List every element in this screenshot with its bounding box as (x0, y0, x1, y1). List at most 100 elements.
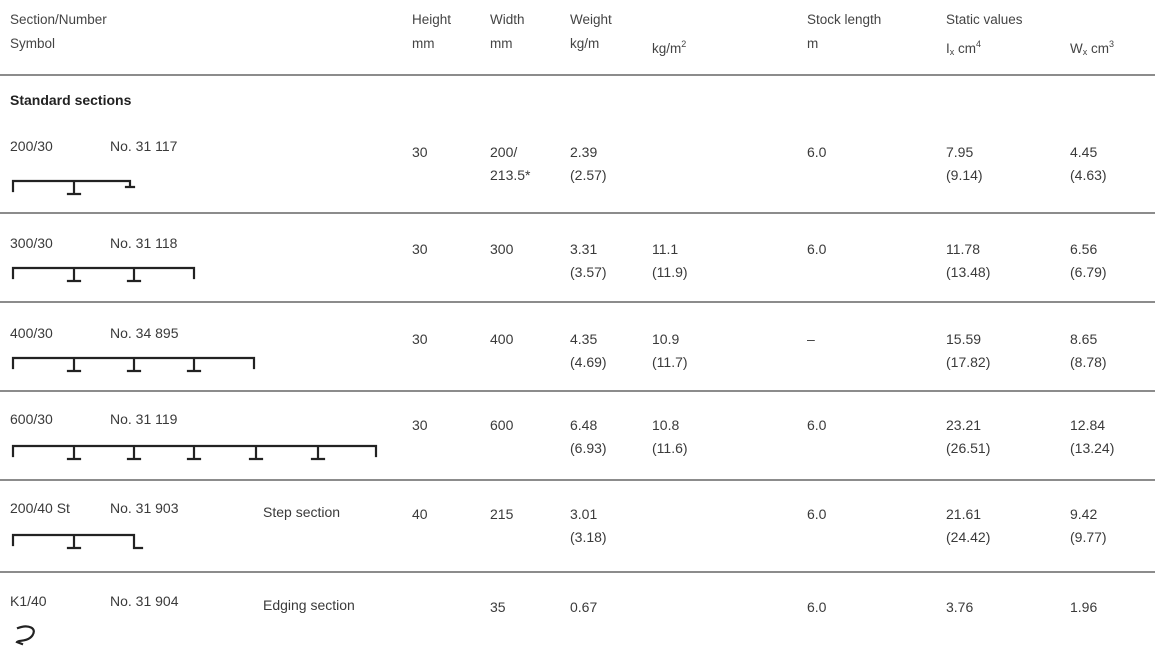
header-static-values: Static values Ix cm4 (946, 8, 1023, 64)
row-weight-kgm-alt: (3.57) (570, 264, 607, 280)
row-wx: 1.96 (1070, 599, 1098, 615)
row-weight-kgm-alt: (6.93) (570, 440, 607, 456)
header-ix: Ix cm4 (946, 32, 1023, 64)
row-weight-kgm: 0.67 (570, 599, 598, 615)
row-ix: 3.76 (946, 599, 974, 615)
header-symbol-label: Symbol (10, 36, 56, 51)
row-stock-length: 6.0 (807, 241, 827, 257)
row-width-alt: 213.5* (490, 167, 531, 183)
header-weight-per-area: kg/m2 (652, 32, 686, 61)
row-wx-alt: (8.78) (1070, 354, 1107, 370)
row-divider (0, 390, 1155, 392)
header-section-label: Section/Number (10, 12, 107, 27)
row-height: 30 (412, 417, 428, 433)
wx-exponent: 3 (1109, 39, 1115, 49)
row-weight-kgm: 3.31 (570, 241, 598, 257)
header-width: Width mm (490, 8, 525, 56)
row-ix-alt: (13.48) (946, 264, 991, 280)
row-width: 35 (490, 599, 506, 615)
row-number: No. 31 119 (110, 411, 178, 427)
row-height: 30 (412, 331, 428, 347)
row-ix: 23.21 (946, 417, 982, 433)
row-width: 300 (490, 241, 514, 257)
row-width: 200/ (490, 144, 518, 160)
row-height: 30 (412, 144, 428, 160)
200-profile-symbol (11, 179, 136, 196)
row-weight-kgm: 6.48 (570, 417, 598, 433)
row-number: No. 31 904 (110, 593, 179, 609)
step-section-symbol (11, 533, 144, 550)
header-weight-unit: kg/m (570, 36, 600, 51)
header-stock-label: Stock length (807, 12, 882, 27)
row-wx: 8.65 (1070, 331, 1098, 347)
row-weight-kgm2: 10.9 (652, 331, 680, 347)
row-number: No. 31 118 (110, 235, 178, 251)
row-height: 30 (412, 241, 428, 257)
row-wx: 4.45 (1070, 144, 1098, 160)
row-stock-length: – (807, 331, 815, 347)
row-ix-alt: (9.14) (946, 167, 983, 183)
row-ix: 21.61 (946, 506, 982, 522)
row-section: K1/40 (10, 593, 47, 609)
wx-unit: cm (1087, 41, 1109, 56)
row-wx: 6.56 (1070, 241, 1098, 257)
header-rule (0, 74, 1155, 76)
row-number: No. 31 903 (110, 500, 179, 516)
row-wx: 12.84 (1070, 417, 1106, 433)
row-width: 600 (490, 417, 514, 433)
row-weight-kgm2: 11.1 (652, 241, 679, 257)
row-weight-kgm2-alt: (11.9) (652, 264, 688, 280)
row-wx: 9.42 (1070, 506, 1098, 522)
row-number: No. 34 895 (110, 325, 179, 341)
600-profile-symbol (11, 444, 378, 461)
header-height-label: Height (412, 12, 452, 27)
row-ix-alt: (24.42) (946, 529, 991, 545)
row-divider (0, 479, 1155, 481)
row-ix-alt: (26.51) (946, 440, 991, 456)
row-width: 400 (490, 331, 514, 347)
row-wx-alt: (4.63) (1070, 167, 1107, 183)
header-stock-length: Stock length m (807, 8, 881, 56)
ix-symbol: I (946, 41, 950, 56)
edging-section-symbol (15, 625, 35, 646)
header-static-label: Static values (946, 12, 1023, 27)
row-stock-length: 6.0 (807, 599, 827, 615)
row-weight-kgm: 3.01 (570, 506, 598, 522)
row-weight-kgm2: 10.8 (652, 417, 680, 433)
wx-subscript: x (1082, 47, 1088, 57)
row-wx-alt: (6.79) (1070, 264, 1107, 280)
row-divider (0, 212, 1155, 214)
row-weight-kgm-alt: (2.57) (570, 167, 607, 183)
header-height-unit: mm (412, 36, 435, 51)
header-width-label: Width (490, 12, 525, 27)
row-section: 300/30 (10, 235, 53, 251)
row-ix-alt: (17.82) (946, 354, 991, 370)
row-stock-length: 6.0 (807, 506, 827, 522)
row-ix: 11.78 (946, 241, 980, 257)
header-weight-area-exponent: 2 (681, 39, 687, 49)
row-height: 40 (412, 506, 428, 522)
row-section: 200/40 St (10, 500, 70, 516)
header-weight-label: Weight (570, 12, 612, 27)
row-section: 600/30 (10, 411, 53, 427)
row-weight-kgm-alt: (3.18) (570, 529, 607, 545)
row-stock-length: 6.0 (807, 144, 827, 160)
row-weight-kgm: 4.35 (570, 331, 598, 347)
section-title: Standard sections (10, 92, 132, 108)
header-weight-area-unit: kg/m (652, 41, 682, 56)
row-divider (0, 571, 1155, 573)
row-weight-kgm: 2.39 (570, 144, 598, 160)
ix-exponent: 4 (976, 39, 982, 49)
wx-symbol: W (1070, 41, 1083, 56)
row-weight-kgm-alt: (4.69) (570, 354, 607, 370)
row-ix: 7.95 (946, 144, 974, 160)
row-wx-alt: (9.77) (1070, 529, 1107, 545)
row-divider (0, 301, 1155, 303)
header-stock-unit: m (807, 36, 819, 51)
row-number: No. 31 117 (110, 138, 178, 154)
header-width-unit: mm (490, 36, 513, 51)
header-weight: Weight kg/m (570, 8, 612, 56)
row-width: 215 (490, 506, 514, 522)
row-weight-kgm2-alt: (11.7) (652, 354, 688, 370)
header-height: Height mm (412, 8, 451, 56)
